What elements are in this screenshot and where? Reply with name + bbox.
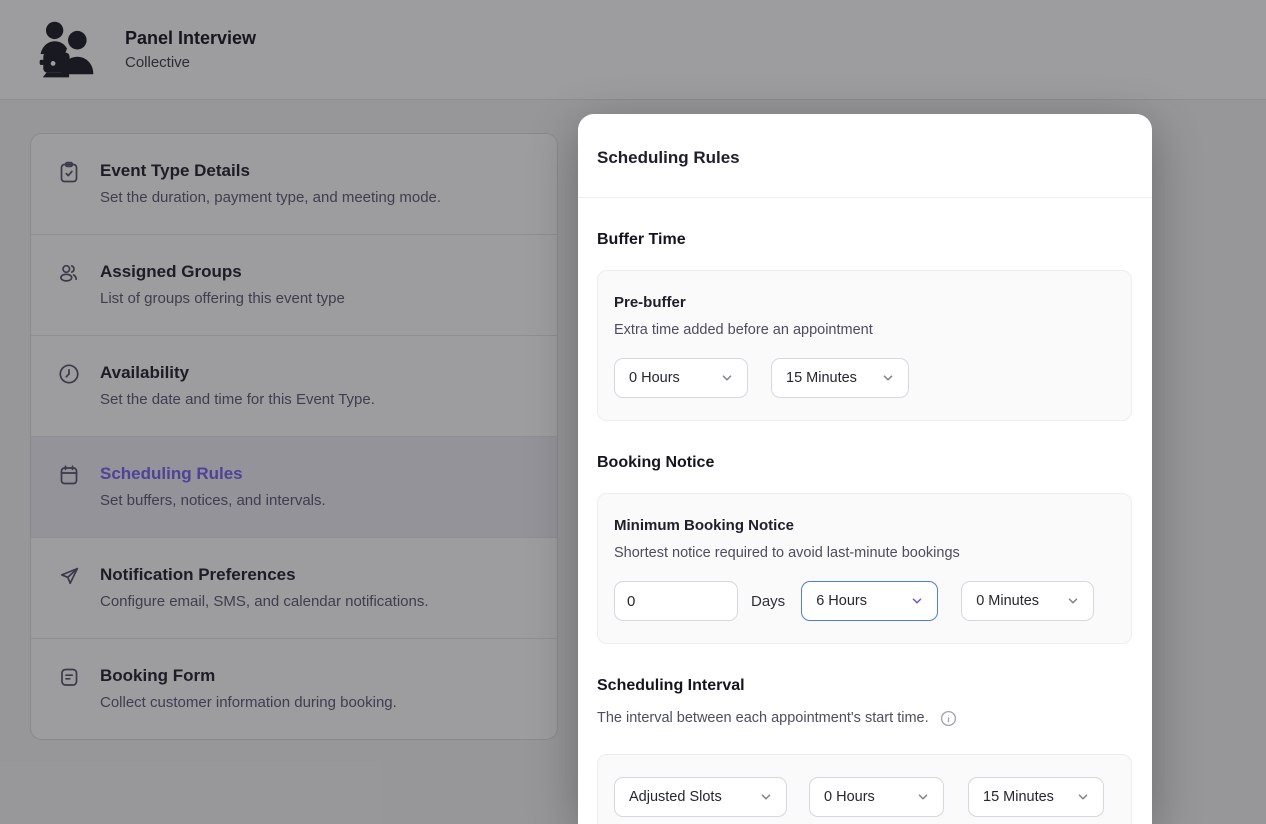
sidebar-item-description: Set buffers, notices, and intervals.: [100, 492, 326, 509]
paper-plane-icon: [57, 564, 81, 588]
sidebar-item-label: Booking Form: [100, 666, 216, 685]
panel-header: Scheduling Rules: [578, 114, 1152, 198]
sidebar-item-label: Scheduling Rules: [100, 464, 243, 483]
pre-buffer-minutes-select[interactable]: 15 Minutes: [771, 358, 909, 398]
chevron-down-icon: [916, 790, 930, 804]
sidebar-item-description: Set the date and time for this Event Typ…: [100, 391, 375, 408]
booking-notice-hours-select[interactable]: 6 Hours: [801, 581, 939, 621]
people-icon: [57, 261, 81, 285]
scheduling-rules-panel: Scheduling Rules Buffer Time Pre-buffer …: [578, 114, 1152, 824]
page-title: Panel Interview: [125, 28, 257, 48]
panel-interview-logo-icon: [34, 17, 100, 83]
chevron-down-icon: [720, 371, 734, 385]
pre-buffer-hours-value: 0 Hours: [629, 370, 680, 386]
chevron-down-icon: [1066, 594, 1080, 608]
booking-notice-heading: Booking Notice: [597, 454, 715, 471]
interval-minutes-value: 15 Minutes: [983, 789, 1054, 805]
booking-notice-minutes-select[interactable]: 0 Minutes: [961, 581, 1095, 621]
sidebar-item-description: List of groups offering this event type: [100, 290, 345, 307]
info-icon[interactable]: [940, 710, 957, 727]
sidebar-item-label: Assigned Groups: [100, 262, 242, 281]
event-settings-nav: Event Type Details Set the duration, pay…: [30, 133, 558, 740]
panel-body: Buffer Time Pre-buffer Extra time added …: [578, 230, 1152, 824]
sidebar-item-scheduling-rules[interactable]: Scheduling Rules Set buffers, notices, a…: [31, 436, 557, 537]
pre-buffer-card: Pre-buffer Extra time added before an ap…: [597, 270, 1132, 421]
booking-notice-minutes-value: 0 Minutes: [976, 593, 1040, 609]
clipboard-check-icon: [57, 160, 81, 184]
booking-notice-hours-value: 6 Hours: [816, 593, 867, 609]
calendar-icon: [57, 463, 81, 487]
chevron-down-icon: [881, 371, 895, 385]
scheduling-interval-card: Adjusted Slots 0 Hours 15 Minutes: [597, 754, 1132, 824]
interval-slot-type-select[interactable]: Adjusted Slots: [614, 777, 787, 817]
booking-notice-days-input[interactable]: [614, 581, 738, 621]
pre-buffer-title: Pre-buffer: [614, 294, 686, 311]
sidebar-item-notification-preferences[interactable]: Notification Preferences Configure email…: [31, 537, 557, 638]
chevron-down-icon: [1076, 790, 1090, 804]
scheduling-interval-heading: Scheduling Interval: [597, 677, 745, 694]
scheduling-interval-description: The interval between each appointment's …: [597, 710, 929, 726]
sidebar-item-description: Collect customer information during book…: [100, 694, 397, 711]
sidebar-item-assigned-groups[interactable]: Assigned Groups List of groups offering …: [31, 234, 557, 335]
sidebar-item-description: Configure email, SMS, and calendar notif…: [100, 593, 429, 610]
sidebar-item-availability[interactable]: Availability Set the date and time for t…: [31, 335, 557, 436]
sidebar-item-label: Notification Preferences: [100, 565, 296, 584]
minimum-booking-notice-title: Minimum Booking Notice: [614, 517, 794, 534]
sidebar-item-description: Set the duration, payment type, and meet…: [100, 189, 442, 206]
sidebar-item-booking-form[interactable]: Booking Form Collect customer informatio…: [31, 638, 557, 739]
clock-icon: [57, 362, 81, 386]
interval-minutes-select[interactable]: 15 Minutes: [968, 777, 1104, 817]
minimum-booking-notice-card: Minimum Booking Notice Shortest notice r…: [597, 493, 1132, 644]
buffer-time-heading: Buffer Time: [597, 231, 686, 248]
days-label: Days: [751, 592, 786, 610]
chevron-down-icon: [759, 790, 773, 804]
pre-buffer-minutes-value: 15 Minutes: [786, 370, 857, 386]
app-header: Panel Interview Collective: [0, 0, 1266, 100]
minimum-booking-notice-description: Shortest notice required to avoid last-m…: [614, 545, 960, 561]
sidebar-item-label: Event Type Details: [100, 161, 250, 180]
event-type-kind: Collective: [125, 54, 191, 71]
pre-buffer-description: Extra time added before an appointment: [614, 322, 873, 338]
document-icon: [57, 665, 81, 689]
chevron-down-icon: [910, 594, 924, 608]
interval-slot-type-value: Adjusted Slots: [629, 789, 722, 805]
interval-hours-select[interactable]: 0 Hours: [809, 777, 944, 817]
panel-title: Scheduling Rules: [597, 148, 740, 167]
interval-hours-value: 0 Hours: [824, 789, 875, 805]
pre-buffer-hours-select[interactable]: 0 Hours: [614, 358, 748, 398]
sidebar-item-label: Availability: [100, 363, 190, 382]
sidebar-item-event-type-details[interactable]: Event Type Details Set the duration, pay…: [31, 134, 557, 234]
